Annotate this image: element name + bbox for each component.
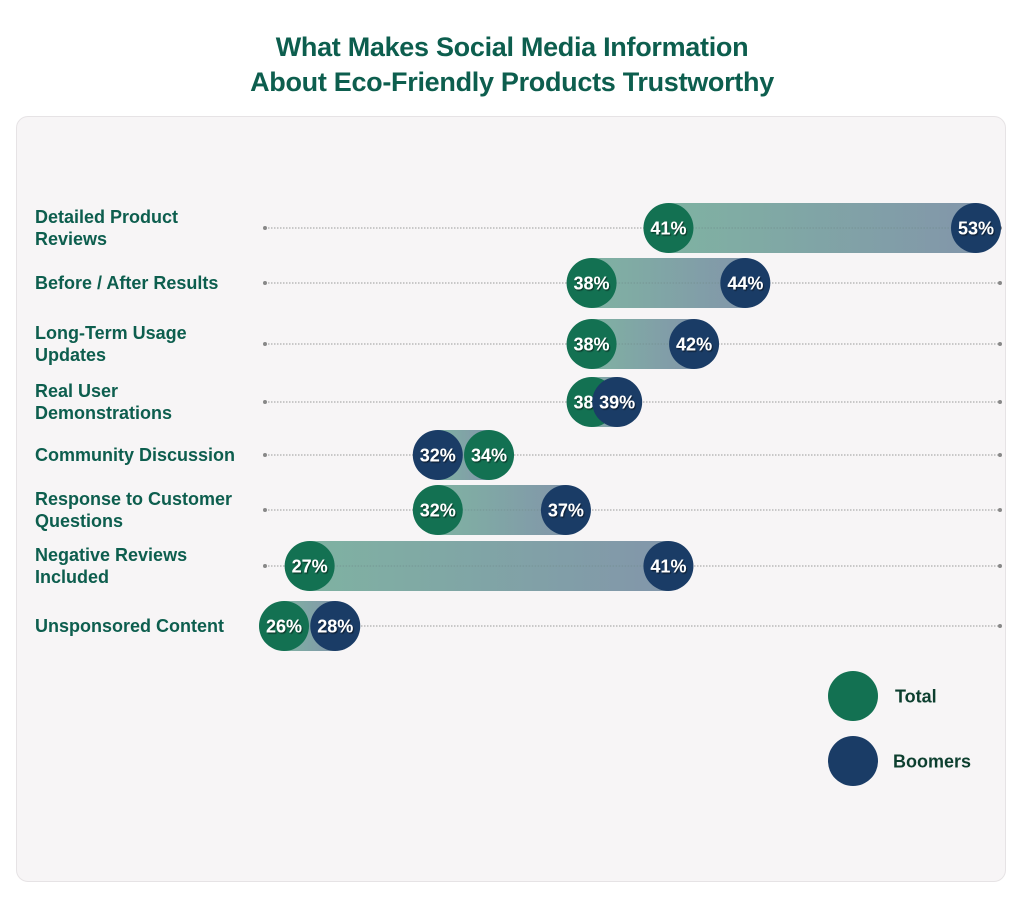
category-label-line: Detailed Product xyxy=(35,207,178,227)
legend-swatch-total xyxy=(828,671,878,721)
guide-dot-start xyxy=(263,453,267,457)
total-value-label: 38% xyxy=(574,274,610,294)
category-label-line: Reviews xyxy=(35,229,107,249)
category-label-line: Included xyxy=(35,567,109,587)
category-label: Real User Demonstrations xyxy=(35,381,172,423)
guide-dot-start xyxy=(263,226,267,230)
boomers-value-label: 53% xyxy=(958,219,994,239)
row-0: Detailed Product Reviews 41% 53% xyxy=(35,203,1002,253)
category-label: Long-Term Usage Updates xyxy=(35,323,187,365)
boomers-marker xyxy=(951,203,1001,253)
legend: Total Boomers xyxy=(828,671,971,786)
category-label-line: Before / After Results xyxy=(35,273,218,293)
boomers-value-label: 37% xyxy=(548,501,584,521)
boomers-value-label: 28% xyxy=(317,617,353,637)
legend-label-total: Total xyxy=(895,687,937,707)
row-2: Long-Term Usage Updates 38% 42% xyxy=(35,319,1002,369)
guide-dot-end xyxy=(998,508,1002,512)
category-label: Response to Customer Questions xyxy=(35,489,232,531)
category-label: Unsponsored Content xyxy=(35,616,224,636)
guide-dot-end xyxy=(998,624,1002,628)
guide-dot-start xyxy=(263,508,267,512)
total-value-label: 38% xyxy=(574,335,610,355)
boomers-marker xyxy=(310,601,361,651)
category-label-line: Community Discussion xyxy=(35,445,235,465)
total-marker xyxy=(566,319,617,369)
total-marker xyxy=(566,258,617,308)
total-value-label: 27% xyxy=(292,557,328,577)
category-label: Before / After Results xyxy=(35,273,218,293)
total-value-label: 41% xyxy=(650,219,686,239)
guide-dot-end xyxy=(998,281,1002,285)
total-value-label: 32% xyxy=(420,501,456,521)
row-5: Response to Customer Questions 32% 37% xyxy=(35,485,1002,535)
total-marker xyxy=(464,430,515,480)
legend-label-boomers: Boomers xyxy=(893,752,971,772)
category-label-line: Questions xyxy=(35,511,123,531)
boomers-value-label: 42% xyxy=(676,335,712,355)
chart-rows: Detailed Product Reviews 41% 53% Before / Af… xyxy=(35,203,1002,651)
boomers-marker xyxy=(669,319,720,369)
range-bar xyxy=(591,258,746,308)
row-1: Before / After Results 38% 44% xyxy=(35,258,1002,308)
category-label-line: Real User xyxy=(35,381,118,401)
legend-item-boomers: Boomers xyxy=(828,736,971,786)
boomers-value-label: 44% xyxy=(727,274,763,294)
boomers-marker xyxy=(592,377,643,427)
boomers-marker xyxy=(643,541,694,591)
boomers-marker xyxy=(412,430,463,480)
category-label-line: Negative Reviews xyxy=(35,545,187,565)
row-4: Community Discussion 32% 34% xyxy=(35,430,1002,480)
category-label: Negative Reviews Included xyxy=(35,545,187,587)
total-value-label: 26% xyxy=(266,617,302,637)
row-6: Negative Reviews Included 27% 41% xyxy=(35,541,1002,591)
chart-title: What Makes Social Media Information Abou… xyxy=(0,30,1024,100)
guide-dot-end xyxy=(998,400,1002,404)
guide-dot-start xyxy=(263,342,267,346)
guide-dot-start xyxy=(263,564,267,568)
legend-item-total: Total xyxy=(828,671,937,721)
legend-swatch-boomers xyxy=(828,736,878,786)
guide-dot-start xyxy=(263,281,267,285)
chart-title-line-2: About Eco-Friendly Products Trustworthy xyxy=(250,67,774,97)
boomers-marker xyxy=(540,485,591,535)
guide-dot-end xyxy=(998,564,1002,568)
guide-dot-end xyxy=(998,342,1002,346)
category-label-line: Updates xyxy=(35,345,106,365)
total-marker xyxy=(643,203,694,253)
boomers-value-label: 32% xyxy=(420,446,456,466)
chart-title-line-1: What Makes Social Media Information xyxy=(275,32,749,62)
range-bar xyxy=(309,541,669,591)
total-value-label: 34% xyxy=(471,446,507,466)
category-label-line: Long-Term Usage xyxy=(35,323,187,343)
guide-dot-end xyxy=(998,453,1002,457)
row-7: Unsponsored Content 26% 28% xyxy=(35,601,1002,651)
category-label: Detailed Product Reviews xyxy=(35,207,178,249)
boomers-value-label: 39% xyxy=(599,393,635,413)
category-label: Community Discussion xyxy=(35,445,235,465)
category-label-line: Response to Customer xyxy=(35,489,232,509)
boomers-value-label: 41% xyxy=(650,557,686,577)
total-marker xyxy=(259,601,309,651)
category-label-line: Demonstrations xyxy=(35,403,172,423)
category-label-line: Unsponsored Content xyxy=(35,616,224,636)
total-marker xyxy=(284,541,335,591)
guide-dot-start xyxy=(263,400,267,404)
boomers-marker xyxy=(720,258,771,308)
total-marker xyxy=(412,485,463,535)
